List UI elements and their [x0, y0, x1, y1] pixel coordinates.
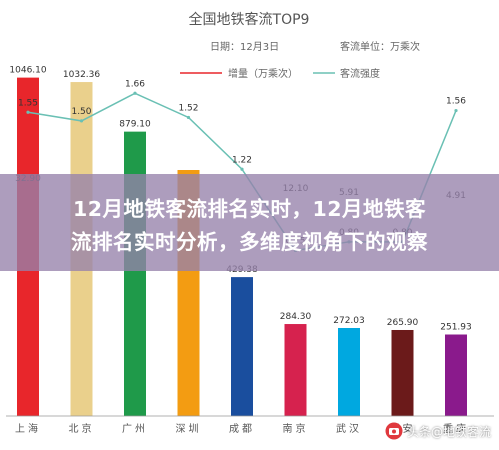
date-text: 日期：12月3日 [210, 41, 279, 53]
bar-武汉 [338, 328, 360, 416]
chart-title: 全国地铁客流TOP9 [189, 11, 310, 28]
x-tick-成都: 成都 [229, 423, 255, 435]
legend-bar-label: 增量（万乘次） [228, 67, 298, 80]
legend-line-label: 客流强度 [340, 67, 380, 80]
intensity-label-深圳: 1.52 [178, 103, 198, 113]
camera-icon [385, 422, 403, 440]
x-tick-广州: 广州 [122, 423, 148, 435]
x-tick-深圳: 深圳 [176, 423, 202, 435]
intensity-label-上海: 1.55 [18, 98, 38, 108]
intensity-label-重庆: 1.56 [446, 97, 466, 107]
bar-label-上海: 1046.10 [9, 66, 46, 76]
bar-南京 [284, 324, 307, 416]
bar-西安 [391, 329, 414, 416]
x-tick-重庆: 重庆 [443, 422, 469, 435]
intensity-point-广州 [133, 91, 137, 95]
unit-text: 客流单位：万乘次 [340, 40, 420, 53]
intensity-point-上海 [26, 110, 30, 114]
bar-重庆 [445, 334, 467, 416]
x-tick-南京: 南京 [283, 422, 309, 435]
x-tick-武汉: 武汉 [336, 422, 362, 435]
title-overlay-banner: 12月地铁客流排名实时，12月地铁客 流排名实时分析，多维度视角下的观察 [0, 174, 499, 271]
bar-label-北京: 1032.36 [63, 70, 100, 80]
intensity-point-成都 [240, 167, 244, 171]
overlay-line-1: 12月地铁客流排名实时，12月地铁客 [72, 197, 427, 221]
bar-成都 [231, 277, 253, 416]
intensity-point-重庆 [454, 108, 458, 113]
bar-label-广州: 879.10 [119, 120, 151, 130]
intensity-label-广州: 1.66 [125, 79, 145, 89]
intensity-point-深圳 [186, 115, 191, 120]
bar-label-西安: 265.90 [387, 318, 419, 328]
intensity-point-北京 [79, 119, 84, 123]
watermark-text: 头条@地铁客流 [406, 424, 491, 439]
watermark: 头条@地铁客流 [385, 420, 491, 442]
overlay-line-2: 流排名实时分析，多维度视角下的观察 [71, 230, 428, 254]
legend: 增量（万乘次） 客流强度 [180, 67, 380, 80]
bar-label-南京: 284.30 [280, 312, 312, 322]
bar-label-武汉: 272.03 [333, 316, 365, 326]
intensity-label-成都: 1.22 [232, 155, 252, 165]
x-tick-北京: 北京 [69, 422, 95, 435]
intensity-label-北京: 1.50 [71, 107, 91, 117]
x-tick-上海: 上海 [15, 422, 41, 435]
bar-label-重庆: 251.93 [440, 323, 472, 333]
